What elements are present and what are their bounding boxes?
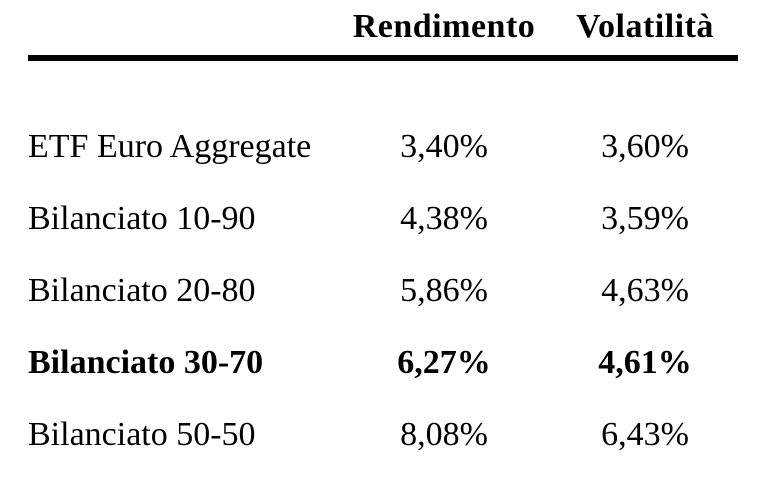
table-row: Bilanciato 20-80 5,86% 4,63%: [0, 255, 769, 327]
table-body: ETF Euro Aggregate 3,40% 3,60% Bilanciat…: [0, 61, 769, 471]
column-header-rendimento: Rendimento: [352, 8, 536, 45]
volatilita-value: 6,43%: [601, 416, 689, 453]
row-label: Bilanciato 20-80: [28, 272, 256, 309]
row-label: Bilanciato 10-90: [28, 200, 256, 237]
rendimento-value: 8,08%: [400, 416, 488, 453]
rendimento-value: 5,86%: [400, 272, 488, 309]
table-row: Bilanciato 50-50 8,08% 6,43%: [0, 399, 769, 471]
volatilita-value: 3,59%: [601, 200, 689, 237]
volatilita-value: 4,61%: [598, 344, 692, 381]
volatilita-value: 4,63%: [601, 272, 689, 309]
column-header-volatilita: Volatilità: [576, 8, 714, 45]
rendimento-value: 6,27%: [397, 344, 491, 381]
rendimento-value: 3,40%: [400, 128, 488, 165]
row-label: Bilanciato 50-50: [28, 416, 256, 453]
header-rule: [28, 55, 738, 61]
row-label: ETF Euro Aggregate: [28, 128, 312, 165]
volatilita-value: 3,60%: [601, 128, 689, 165]
table-row: Bilanciato 10-90 4,38% 3,59%: [0, 183, 769, 255]
table-row-highlighted: Bilanciato 30-70 6,27% 4,61%: [0, 327, 769, 399]
row-label: Bilanciato 30-70: [28, 344, 264, 381]
table-header-row: Rendimento Volatilità: [0, 2, 769, 52]
rendimento-value: 4,38%: [400, 200, 488, 237]
table-row: ETF Euro Aggregate 3,40% 3,60%: [0, 111, 769, 183]
